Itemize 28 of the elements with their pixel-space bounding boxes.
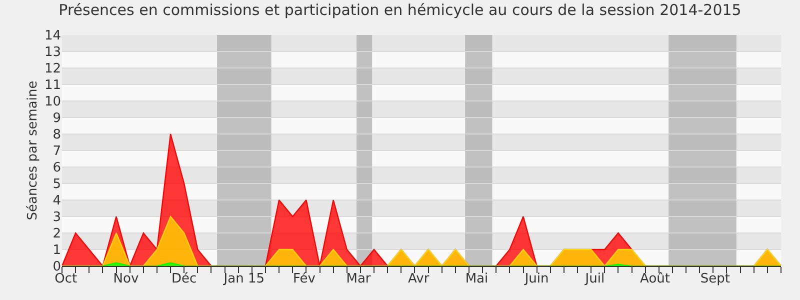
y-axis-title: Séances par semaine (25, 80, 40, 220)
x-tick-label: Août (640, 272, 670, 287)
x-tick-label: Nov (113, 272, 139, 287)
x-tick-label: Fév (293, 272, 316, 287)
y-tick-label: 13 (44, 45, 61, 60)
x-tick-label: Déc (172, 272, 197, 287)
y-tick-label: 11 (44, 78, 61, 94)
y-tick-label: 2 (52, 226, 61, 242)
y-tick-label: 3 (52, 210, 61, 226)
y-tick-label: 10 (44, 94, 61, 110)
x-tick-label: Juin (524, 272, 549, 287)
x-tick-label: Mar (346, 272, 372, 287)
y-tick-label: 9 (52, 111, 61, 126)
y-tick-label: 8 (52, 128, 61, 143)
x-tick-label: Jan 15 (222, 272, 265, 287)
y-tick-label: 4 (52, 194, 61, 209)
y-tick-label: 6 (52, 160, 61, 176)
x-tick-label: Oct (54, 272, 78, 287)
y-tick-label: 5 (52, 177, 61, 192)
y-tick-label: 14 (44, 28, 61, 44)
y-tick-label: 12 (44, 62, 61, 77)
y-tick-label: 7 (52, 144, 61, 160)
x-tick-label: Mai (465, 272, 488, 287)
x-tick-label: Sept (700, 272, 730, 287)
x-tick-label: Juil (584, 272, 605, 287)
chart-title: Présences en commissions et participation en hémicycle au cours de la session 2014-2015 (58, 1, 742, 19)
y-tick-label: 1 (52, 243, 61, 258)
x-tick-label: Avr (408, 272, 430, 287)
